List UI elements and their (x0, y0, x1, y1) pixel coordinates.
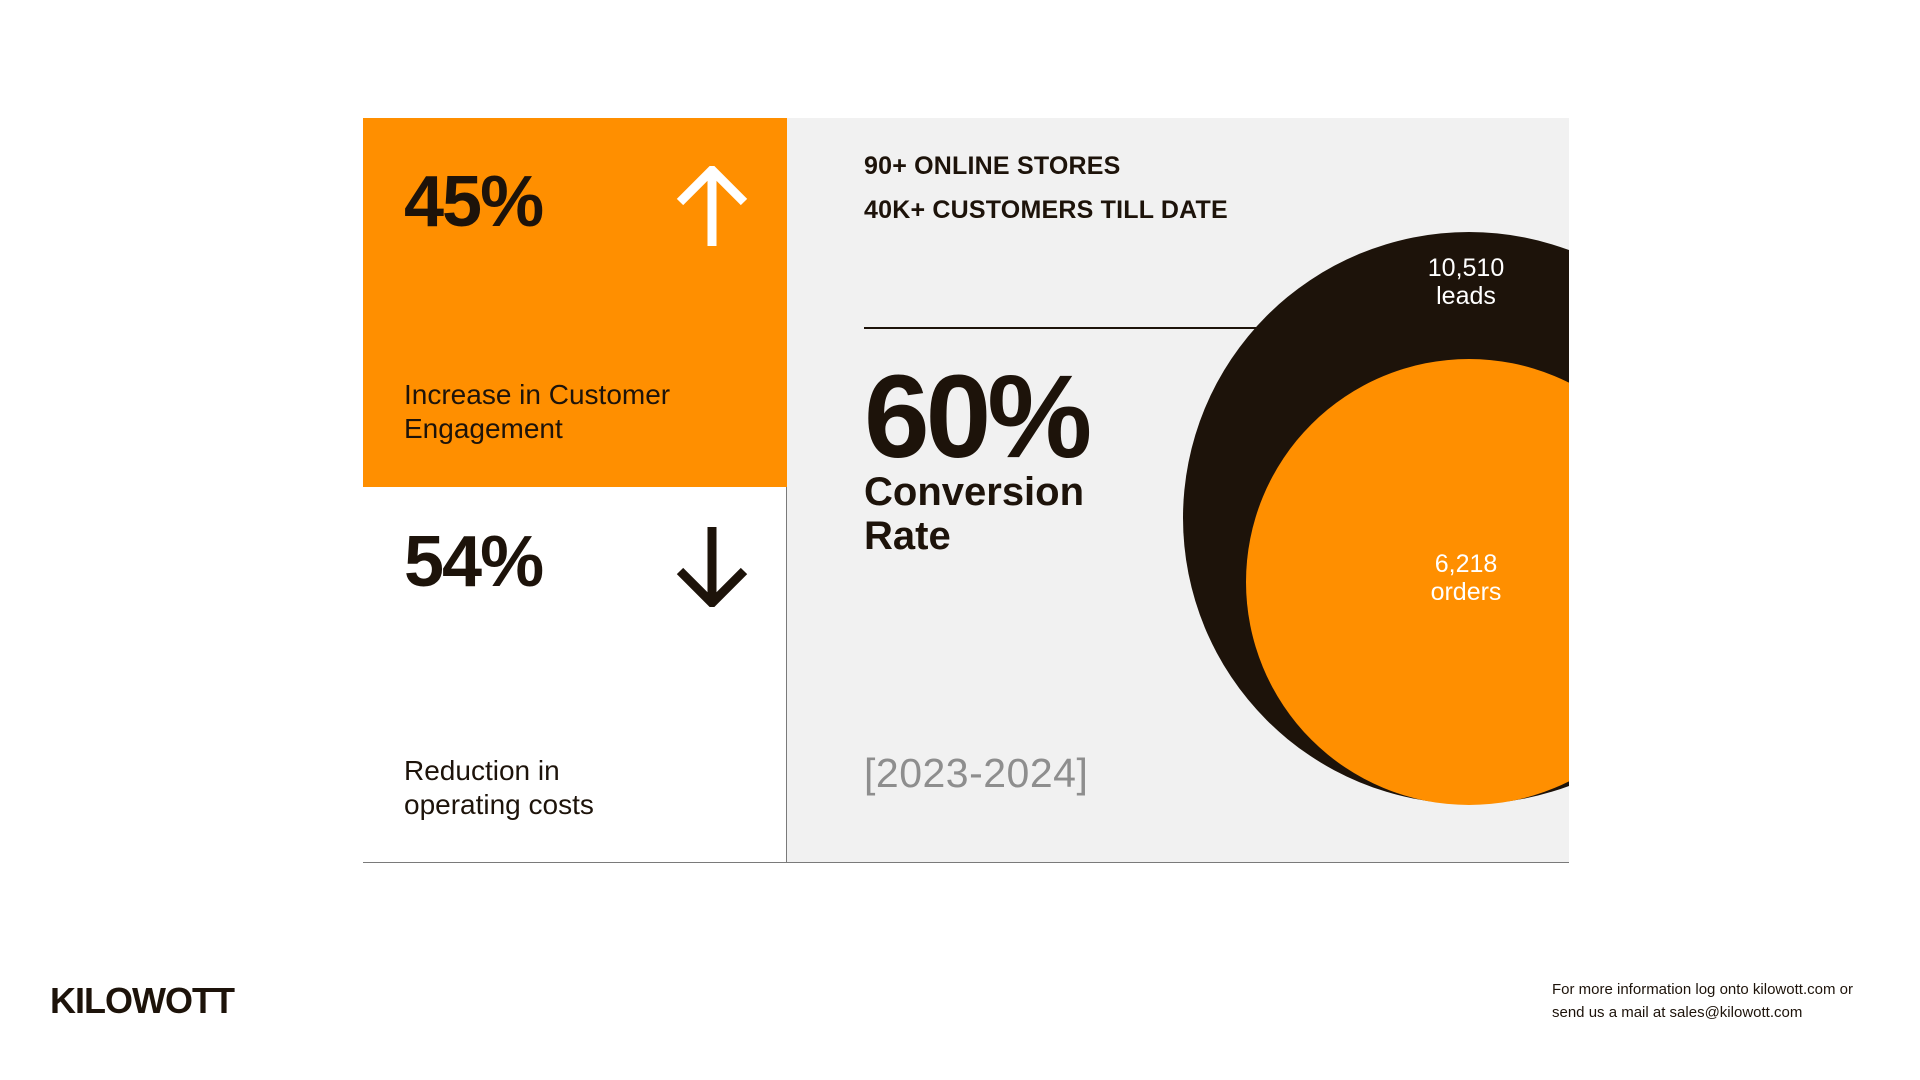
costs-label: Reduction in operating costs (404, 754, 594, 822)
engagement-label: Increase in Customer Engagement (404, 378, 670, 446)
leads-label: 10,510 leads (1396, 254, 1536, 310)
kilowott-logo: KILOWOTT (50, 981, 236, 1021)
engagement-tile: 45% Increase in Customer Engagement (363, 118, 787, 487)
customers-stat: 40K+ CUSTOMERS TILL DATE (864, 196, 1228, 224)
orders-text: orders (1430, 578, 1502, 606)
conversion-label: Conversion Rate (864, 470, 1084, 558)
conversion-label-line1: Conversion (864, 470, 1085, 514)
costs-label-line1: Reduction in (404, 755, 560, 786)
arrow-down-icon (676, 527, 748, 607)
costs-value: 54% (404, 522, 544, 602)
footer-line2: send us a mail at sales@kilowott.com (1552, 1004, 1803, 1021)
orders-label: 6,218 orders (1396, 550, 1536, 606)
conversion-panel: 90+ ONLINE STORES 40K+ CUSTOMERS TILL DA… (787, 118, 1569, 863)
divider-rule (864, 327, 1464, 329)
orders-value: 6,218 (1434, 550, 1498, 578)
stores-stat: 90+ ONLINE STORES (864, 152, 1121, 180)
costs-label-line2: operating costs (404, 789, 594, 820)
engagement-label-line2: Engagement (404, 413, 563, 444)
arrow-up-icon (676, 166, 748, 246)
costs-tile: 54% Reduction in operating costs (363, 487, 787, 863)
footer-note: For more information log onto kilowott.c… (1552, 978, 1853, 1024)
footer-line1: For more information log onto kilowott.c… (1552, 981, 1853, 998)
orders-circle (1246, 359, 1569, 805)
stats-card: 45% Increase in Customer Engagement 54% … (363, 118, 1569, 863)
engagement-value: 45% (404, 162, 544, 242)
logo-text: KILOWOTT (50, 981, 235, 1021)
bottom-divider (363, 862, 1569, 863)
vertical-divider (786, 487, 787, 863)
funnel-circles (1183, 232, 1569, 805)
conversion-label-line2: Rate (864, 514, 951, 558)
engagement-label-line1: Increase in Customer (404, 379, 671, 410)
leads-text: leads (1436, 282, 1496, 310)
leads-value: 10,510 (1427, 254, 1505, 282)
period-label: [2023-2024] (864, 750, 1089, 796)
conversion-value: 60% (864, 351, 1092, 483)
